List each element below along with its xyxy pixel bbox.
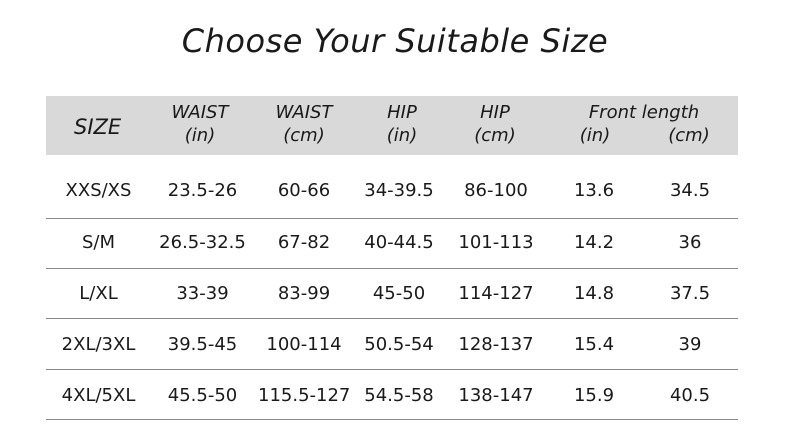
front-cm-cell: 40.5: [669, 385, 711, 406]
header-hip-cm-label: HIP: [480, 102, 510, 123]
header-hip-in-label: HIP: [387, 102, 417, 123]
front-in-cell: 15.9: [573, 385, 615, 406]
hip-in-cell: 54.5-58: [364, 385, 434, 406]
header-hip-cm: HIP (cm): [460, 101, 530, 147]
header-hip-cm-unit: (cm): [474, 125, 516, 146]
row-divider: [46, 419, 738, 420]
header-front-length: Front length: [588, 102, 700, 123]
front-cm-cell: 39: [678, 334, 702, 355]
front-cm-cell: 37.5: [669, 283, 711, 304]
size-cell: L/XL: [79, 283, 118, 304]
table-row: 2XL/3XL 39.5-45 100-114 50.5-54 128-137 …: [46, 320, 738, 370]
header-waist-in-unit: (in): [184, 125, 216, 146]
size-cell: S/M: [81, 232, 116, 253]
hip-cm-cell: 86-100: [464, 180, 528, 201]
table-row: S/M 26.5-32.5 67-82 40-44.5 101-113 14.2…: [46, 218, 738, 268]
header-hip-in-unit: (in): [386, 125, 418, 146]
table-row: 4XL/5XL 45.5-50 115.5-127 54.5-58 138-14…: [46, 371, 738, 421]
waist-cm-cell: 83-99: [277, 283, 331, 304]
size-cell: 4XL/5XL: [61, 385, 136, 406]
waist-in-cell: 26.5-32.5: [159, 232, 246, 253]
row-divider: [46, 369, 738, 370]
header-waist-cm-unit: (cm): [283, 125, 325, 146]
waist-in-cell: 39.5-45: [167, 334, 238, 355]
row-divider: [46, 218, 738, 219]
front-cm-cell: 36: [678, 232, 702, 253]
front-in-cell: 13.6: [573, 180, 615, 201]
waist-in-cell: 33-39: [176, 283, 229, 304]
hip-cm-cell: 114-127: [458, 283, 534, 304]
table-row: L/XL 33-39 83-99 45-50 114-127 14.8 37.5: [46, 269, 738, 319]
header-size: SIZE: [74, 115, 122, 139]
front-in-cell: 14.8: [573, 283, 615, 304]
hip-in-cell: 45-50: [372, 283, 426, 304]
size-cell: XXS/XS: [65, 180, 132, 201]
hip-in-cell: 34-39.5: [364, 180, 434, 201]
header-waist-in-label: WAIST: [171, 102, 229, 123]
waist-in-cell: 45.5-50: [167, 385, 238, 406]
waist-cm-cell: 100-114: [266, 334, 342, 355]
row-divider: [46, 268, 738, 269]
header-hip-in: HIP (in): [368, 101, 436, 147]
header-waist-cm-label: WAIST: [275, 102, 333, 123]
front-cm-cell: 34.5: [669, 180, 711, 201]
hip-in-cell: 40-44.5: [364, 232, 434, 253]
waist-cm-cell: 67-82: [277, 232, 331, 253]
hip-cm-cell: 128-137: [458, 334, 534, 355]
hip-cm-cell: 138-147: [458, 385, 534, 406]
header-front-in: (in): [579, 125, 611, 146]
hip-in-cell: 50.5-54: [364, 334, 434, 355]
table-row: XXS/XS 23.5-26 60-66 34-39.5 86-100 13.6…: [46, 166, 738, 216]
waist-cm-cell: 115.5-127: [258, 385, 351, 406]
header-waist-in: WAIST (in): [160, 101, 240, 147]
size-cell: 2XL/3XL: [61, 334, 136, 355]
front-in-cell: 15.4: [573, 334, 615, 355]
header-front-cm: (cm): [668, 125, 710, 146]
waist-in-cell: 23.5-26: [167, 180, 238, 201]
row-divider: [46, 318, 738, 319]
header-waist-cm: WAIST (cm): [262, 101, 346, 147]
hip-cm-cell: 101-113: [458, 232, 534, 253]
page-title: Choose Your Suitable Size: [181, 22, 609, 60]
table-header: [46, 96, 738, 155]
waist-cm-cell: 60-66: [277, 180, 331, 201]
front-in-cell: 14.2: [573, 232, 615, 253]
